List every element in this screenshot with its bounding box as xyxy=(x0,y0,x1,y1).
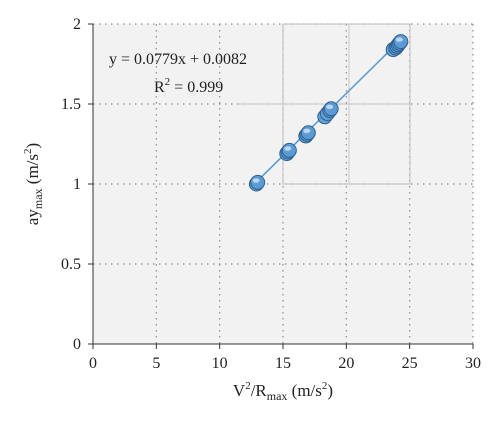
tick-labels: 0 5 10 15 20 25 30 0 0.5 1 1.5 2 xyxy=(61,16,481,372)
data-point xyxy=(250,174,266,190)
x-tick-label: 10 xyxy=(212,355,228,372)
data-point xyxy=(393,34,409,50)
data-points xyxy=(248,34,409,192)
y-tick-label: 2 xyxy=(73,16,81,33)
equation-label: y = 0.0779x + 0.0082 xyxy=(109,51,247,68)
y-axis-title: aymax (m/s2) xyxy=(22,143,45,225)
regression-annotation: y = 0.0779x + 0.0082 R2 = 0.999 xyxy=(109,51,247,96)
x-tick-label: 15 xyxy=(275,355,291,372)
data-point-highlight xyxy=(284,146,292,151)
y-tick-label: 0.5 xyxy=(61,256,81,273)
data-point xyxy=(300,125,316,141)
data-point xyxy=(323,101,339,117)
x-axis-title: V2/Rmax (m/s2) xyxy=(233,380,333,403)
data-point-highlight xyxy=(252,178,260,183)
x-tick-label: 30 xyxy=(465,355,481,372)
data-point-highlight xyxy=(303,128,311,133)
r-squared-label: R2 = 0.999 xyxy=(154,76,223,96)
axes xyxy=(88,23,474,349)
data-point-highlight xyxy=(395,37,403,42)
x-tick-label: 25 xyxy=(402,355,418,372)
data-point-highlight xyxy=(326,104,334,110)
x-tick-label: 5 xyxy=(152,355,160,372)
x-tick-label: 0 xyxy=(89,355,97,372)
x-tick-label: 20 xyxy=(338,355,354,372)
y-tick-label: 0 xyxy=(73,336,81,353)
data-point xyxy=(281,142,297,158)
y-tick-label: 1 xyxy=(73,176,81,193)
y-tick-label: 1.5 xyxy=(61,96,81,113)
